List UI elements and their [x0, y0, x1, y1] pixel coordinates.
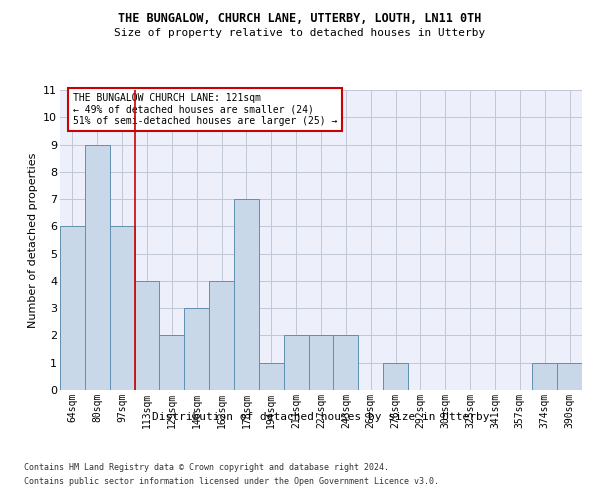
Text: THE BUNGALOW, CHURCH LANE, UTTERBY, LOUTH, LN11 0TH: THE BUNGALOW, CHURCH LANE, UTTERBY, LOUT…	[118, 12, 482, 26]
Bar	[209, 281, 234, 390]
Text: Distribution of detached houses by size in Utterby: Distribution of detached houses by size …	[152, 412, 490, 422]
Bar	[334, 336, 358, 390]
Bar	[234, 199, 259, 390]
Bar	[134, 281, 160, 390]
Bar	[160, 336, 184, 390]
Text: Size of property relative to detached houses in Utterby: Size of property relative to detached ho…	[115, 28, 485, 38]
Bar	[60, 226, 85, 390]
Text: THE BUNGALOW CHURCH LANE: 121sqm
← 49% of detached houses are smaller (24)
51% o: THE BUNGALOW CHURCH LANE: 121sqm ← 49% o…	[73, 92, 337, 126]
Y-axis label: Number of detached properties: Number of detached properties	[28, 152, 38, 328]
Bar	[383, 362, 408, 390]
Bar	[557, 362, 582, 390]
Bar	[308, 336, 334, 390]
Bar	[532, 362, 557, 390]
Bar	[259, 362, 284, 390]
Bar	[85, 144, 110, 390]
Bar	[110, 226, 134, 390]
Text: Contains public sector information licensed under the Open Government Licence v3: Contains public sector information licen…	[24, 477, 439, 486]
Bar	[184, 308, 209, 390]
Text: Contains HM Land Registry data © Crown copyright and database right 2024.: Contains HM Land Registry data © Crown c…	[24, 464, 389, 472]
Bar	[284, 336, 308, 390]
